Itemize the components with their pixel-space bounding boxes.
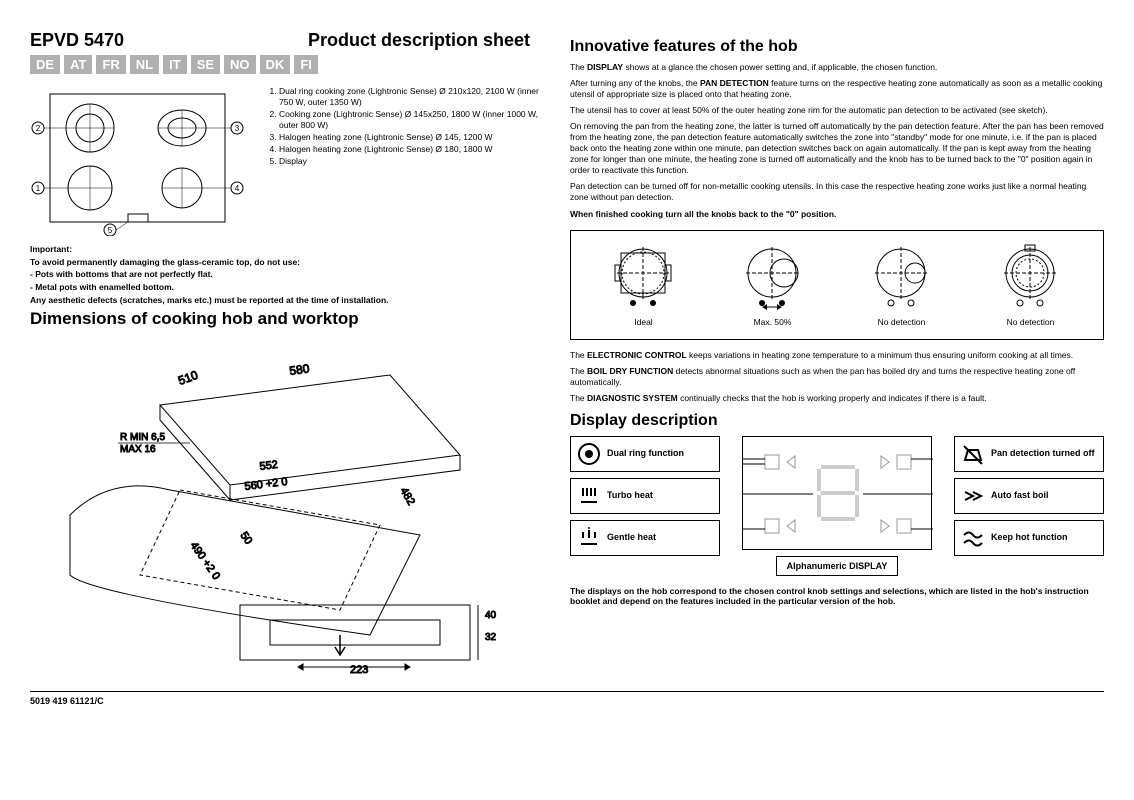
lang-dk: DK — [260, 55, 291, 74]
svg-text:580: 580 — [288, 361, 310, 378]
feature-para: When finished cooking turn all the knobs… — [570, 209, 1104, 220]
fn-auto-fast-boil: Auto fast boil — [954, 478, 1104, 514]
important-line: - Metal pots with enamelled bottom. — [30, 282, 540, 293]
detection-none2-icon — [990, 243, 1070, 311]
feature-para: The utensil has to cover at least 50% of… — [570, 105, 1104, 116]
svg-text:32: 32 — [485, 632, 497, 643]
document-code: 5019 419 61121/C — [30, 691, 1104, 706]
svg-text:490 +2 0: 490 +2 0 — [188, 540, 223, 582]
gentle-heat-icon — [577, 526, 601, 550]
important-line: - Pots with bottoms that are not perfect… — [30, 269, 540, 280]
auto-fast-boil-icon — [961, 484, 985, 508]
legend-item: Cooking zone (Lightronic Sense) Ø 145x25… — [279, 109, 540, 131]
keep-hot-icon — [961, 526, 985, 550]
lang-at: AT — [64, 55, 92, 74]
feature-para: The ELECTRONIC CONTROL keeps variations … — [570, 350, 1104, 361]
hob-top-diagram: 1 2 3 4 5 — [30, 86, 245, 236]
svg-text:4: 4 — [235, 184, 240, 193]
feature-para: On removing the pan from the heating zon… — [570, 121, 1104, 176]
fn-label: Gentle heat — [607, 533, 656, 543]
display-panel-diagram — [742, 436, 932, 550]
lang-no: NO — [224, 55, 256, 74]
feature-para: The DISPLAY shows at a glance the chosen… — [570, 62, 1104, 73]
dimensions-heading: Dimensions of cooking hob and worktop — [30, 309, 540, 329]
detection-max-icon — [732, 243, 812, 311]
svg-text:2: 2 — [36, 124, 41, 133]
fn-label: Pan detection turned off — [991, 449, 1095, 459]
fn-turbo-heat: Turbo heat — [570, 478, 720, 514]
feature-para: The BOIL DRY FUNCTION detects abnormal s… — [570, 366, 1104, 388]
svg-text:560 +2 0: 560 +2 0 — [244, 476, 288, 493]
svg-text:482: 482 — [397, 486, 417, 508]
svg-text:5: 5 — [108, 226, 113, 235]
important-line: Any aesthetic defects (scratches, marks … — [30, 295, 540, 306]
display-heading: Display description — [570, 412, 1104, 430]
display-footnote: The displays on the hob correspond to th… — [570, 586, 1104, 607]
fn-dual-ring: Dual ring function — [570, 436, 720, 472]
legend-item: Dual ring cooking zone (Lightronic Sense… — [279, 86, 540, 108]
legend-item: Display — [279, 156, 540, 167]
pan-detection-diagram: Ideal Max. 50% — [570, 230, 1104, 340]
important-heading: Important: — [30, 244, 540, 255]
page-title: Product description sheet — [308, 30, 530, 51]
fn-label: Keep hot function — [991, 533, 1068, 543]
lang-se: SE — [191, 55, 220, 74]
lang-de: DE — [30, 55, 60, 74]
lang-fi: FI — [294, 55, 318, 74]
legend-item: Halogen heating zone (Lightronic Sense) … — [279, 144, 540, 155]
detection-none1-icon — [861, 243, 941, 311]
legend-item: Halogen heating zone (Lightronic Sense) … — [279, 132, 540, 143]
svg-text:510: 510 — [176, 368, 200, 388]
important-line: To avoid permanently damaging the glass-… — [30, 257, 540, 268]
fn-label: Dual ring function — [607, 449, 684, 459]
dual-ring-icon — [577, 442, 601, 466]
model-number: EPVD 5470 — [30, 30, 124, 51]
svg-text:1: 1 — [36, 184, 41, 193]
svg-text:MAX 16: MAX 16 — [120, 444, 156, 455]
detection-label: Ideal — [587, 317, 701, 327]
alphanumeric-display-label: Alphanumeric DISPLAY — [776, 556, 899, 576]
svg-text:40: 40 — [485, 610, 497, 621]
feature-para: After turning any of the knobs, the PAN … — [570, 78, 1104, 100]
lang-nl: NL — [130, 55, 159, 74]
feature-para: The DIAGNOSTIC SYSTEM continually checks… — [570, 393, 1104, 404]
svg-text:50: 50 — [238, 530, 255, 547]
pan-detection-off-icon — [961, 442, 985, 466]
zone-legend: Dual ring cooking zone (Lightronic Sense… — [255, 86, 540, 236]
fn-label: Turbo heat — [607, 491, 653, 501]
features-heading: Innovative features of the hob — [570, 38, 1104, 56]
lang-fr: FR — [96, 55, 125, 74]
turbo-heat-icon — [577, 484, 601, 508]
language-bar: DE AT FR NL IT SE NO DK FI — [30, 55, 540, 74]
detection-ideal-icon — [603, 243, 683, 311]
feature-para: Pan detection can be turned off for non-… — [570, 181, 1104, 203]
fn-label: Auto fast boil — [991, 491, 1049, 501]
dimensions-diagram: 580 510 R MIN 6,5 MAX 16 552 560 +2 0 48… — [30, 335, 540, 675]
detection-label: No detection — [974, 317, 1088, 327]
svg-text:223: 223 — [350, 664, 368, 675]
detection-label: No detection — [845, 317, 959, 327]
svg-text:552: 552 — [259, 459, 279, 473]
fn-gentle-heat: Gentle heat — [570, 520, 720, 556]
lang-it: IT — [163, 55, 187, 74]
svg-text:3: 3 — [235, 124, 240, 133]
fn-keep-hot: Keep hot function — [954, 520, 1104, 556]
svg-text:R MIN 6,5: R MIN 6,5 — [120, 432, 165, 443]
fn-pan-detection-off: Pan detection turned off — [954, 436, 1104, 472]
detection-label: Max. 50% — [716, 317, 830, 327]
